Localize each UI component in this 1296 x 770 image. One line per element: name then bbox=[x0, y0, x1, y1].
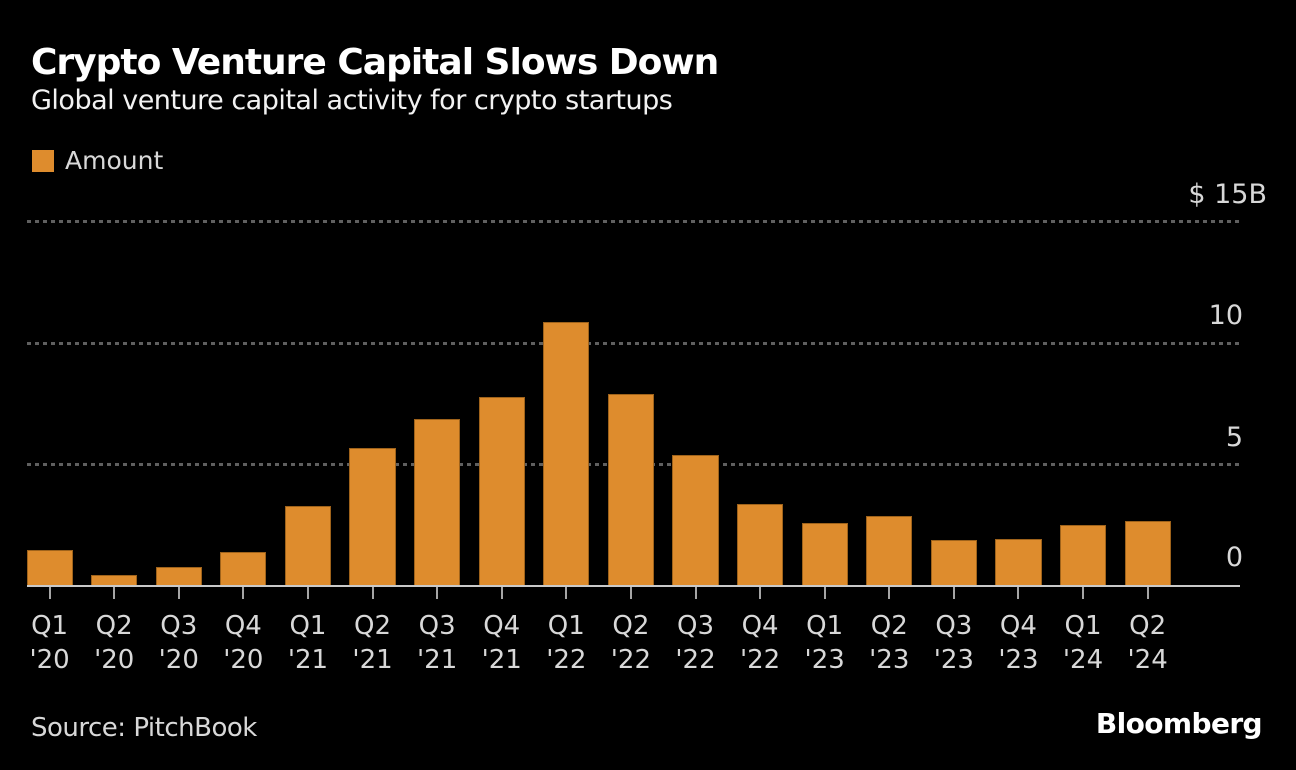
bar-q3-23 bbox=[930, 539, 977, 586]
x-axis-label-q2-21: Q2'21 bbox=[352, 611, 393, 675]
x-axis-tick-q4-23 bbox=[1017, 587, 1020, 599]
bar-q1-21 bbox=[284, 505, 332, 586]
x-axis-tick-q2-23 bbox=[888, 587, 891, 599]
legend-swatch bbox=[32, 149, 54, 172]
bar-q1-24 bbox=[1059, 525, 1107, 586]
x-axis-label-q1-23: Q1'23 bbox=[804, 611, 845, 675]
chart-title: Crypto Venture Capital Slows Down bbox=[31, 42, 719, 83]
x-axis-label-q3-22: Q3'22 bbox=[675, 611, 716, 675]
bar-q1-20 bbox=[26, 549, 73, 586]
x-axis-tick-q4-21 bbox=[500, 587, 503, 599]
bar-q3-21 bbox=[414, 418, 461, 586]
bar-q1-22 bbox=[543, 321, 590, 586]
x-axis-tick-q2-21 bbox=[371, 587, 374, 599]
x-axis-tick-q3-21 bbox=[436, 587, 439, 599]
x-axis-tick-q2-22 bbox=[629, 587, 632, 599]
source-note: Source: PitchBook bbox=[31, 713, 257, 743]
x-axis-label-q3-23: Q3'23 bbox=[933, 611, 974, 675]
bar-q4-20 bbox=[220, 552, 267, 586]
x-axis-label-q1-20: Q1'20 bbox=[29, 611, 70, 675]
bar-q4-23 bbox=[995, 538, 1042, 586]
x-axis-tick-q4-22 bbox=[759, 587, 762, 599]
x-axis-tick-q2-20 bbox=[113, 587, 116, 599]
x-axis-label-q3-21: Q3'21 bbox=[417, 611, 458, 675]
x-axis-tick-q1-20 bbox=[48, 587, 51, 599]
legend-label: Amount bbox=[65, 146, 164, 175]
y-axis-label-5b: 5 bbox=[1225, 422, 1243, 453]
x-axis-label-q2-22: Q2'22 bbox=[610, 611, 652, 675]
x-axis-tick-q3-22 bbox=[694, 587, 697, 599]
bloomberg-logo: Bloomberg bbox=[1095, 707, 1263, 740]
x-axis-label-q2-24: Q2'24 bbox=[1127, 611, 1168, 675]
bar-q2-24 bbox=[1124, 520, 1171, 586]
bar-q4-21 bbox=[478, 396, 525, 586]
x-axis-label-q1-24: Q1'24 bbox=[1062, 611, 1104, 675]
y-axis-label-10b: 10 bbox=[1208, 300, 1243, 331]
x-axis-label-q2-20: Q2'20 bbox=[94, 611, 135, 675]
x-axis-tick-q3-23 bbox=[952, 587, 955, 599]
x-axis-label-q3-20: Q3'20 bbox=[158, 611, 199, 675]
bar-q1-23 bbox=[801, 522, 848, 586]
bar-q2-23 bbox=[866, 515, 913, 586]
bar-q4-22 bbox=[736, 503, 784, 586]
chart-subtitle: Global venture capital activity for cryp… bbox=[31, 85, 673, 116]
x-axis-label-q4-22: Q4'22 bbox=[739, 611, 781, 675]
x-axis-tick-q4-20 bbox=[242, 587, 245, 599]
x-axis-tick-q1-21 bbox=[306, 587, 309, 599]
x-axis-label-q1-21: Q1'21 bbox=[287, 611, 329, 675]
y-axis-label-0b: 0 bbox=[1225, 542, 1243, 573]
x-axis-tick-q2-24 bbox=[1146, 587, 1149, 599]
gridline-15b bbox=[27, 220, 1240, 223]
x-axis-label-q4-21: Q4'21 bbox=[481, 611, 522, 675]
x-axis-tick-q1-24 bbox=[1082, 587, 1085, 599]
y-axis-label-15b: $ 15B bbox=[1188, 179, 1267, 210]
x-axis-tick-q3-20 bbox=[177, 587, 180, 599]
gridline-10b bbox=[27, 342, 1240, 345]
legend: Amount bbox=[32, 146, 163, 175]
bar-q3-20 bbox=[155, 566, 202, 586]
x-axis-line bbox=[27, 585, 1240, 587]
bar-q2-21 bbox=[349, 447, 396, 586]
bar-q2-20 bbox=[91, 575, 138, 586]
x-axis-label-q4-20: Q4'20 bbox=[223, 611, 264, 675]
x-axis-label-q1-22: Q1'22 bbox=[546, 611, 587, 675]
x-axis-tick-q1-22 bbox=[565, 587, 568, 599]
x-axis-tick-q1-23 bbox=[823, 587, 826, 599]
bar-q2-22 bbox=[607, 394, 654, 586]
bar-q3-22 bbox=[672, 455, 719, 586]
x-axis-label-q4-23: Q4'23 bbox=[998, 611, 1039, 675]
x-axis-label-q2-23: Q2'23 bbox=[869, 611, 910, 675]
